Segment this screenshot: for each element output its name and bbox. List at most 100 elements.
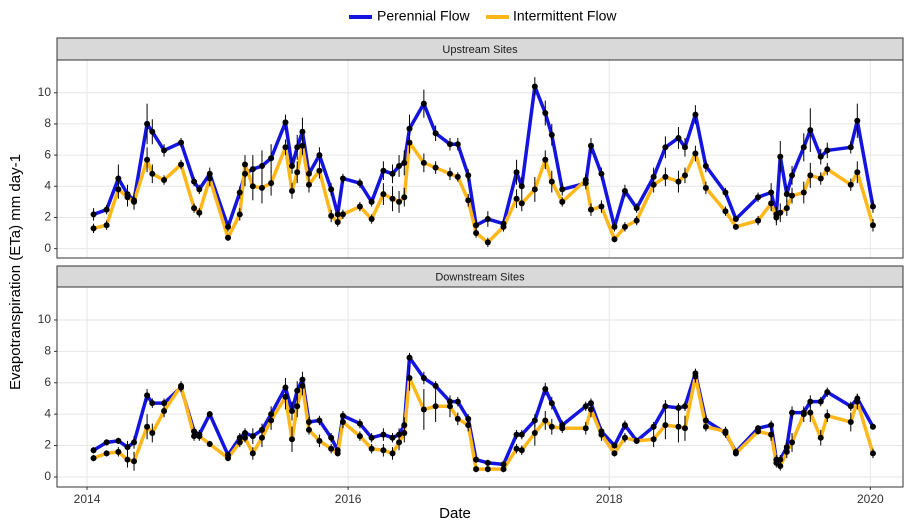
y-tick-label: 10 — [38, 85, 52, 99]
data-point — [800, 189, 807, 196]
data-point — [817, 175, 824, 182]
data-point — [103, 450, 110, 457]
data-point — [282, 144, 289, 151]
data-point — [789, 439, 796, 446]
data-point — [161, 147, 168, 154]
data-point — [316, 417, 323, 424]
data-point — [305, 170, 312, 177]
data-point — [356, 180, 363, 187]
data-point — [249, 433, 256, 440]
data-point — [587, 142, 594, 149]
data-point — [191, 433, 198, 440]
data-point — [191, 205, 198, 212]
data-point — [559, 425, 566, 432]
data-point — [289, 436, 295, 443]
data-point — [768, 431, 775, 438]
data-point — [854, 398, 861, 405]
data-point — [356, 203, 363, 210]
data-point — [513, 431, 520, 438]
data-point — [206, 411, 213, 418]
data-point — [305, 419, 312, 426]
data-point — [268, 155, 275, 162]
data-point — [396, 439, 403, 446]
data-point — [401, 159, 408, 166]
data-point — [420, 159, 427, 166]
legend-label: Intermittent Flow — [513, 8, 617, 24]
data-point — [299, 128, 306, 135]
data-point — [548, 131, 555, 138]
data-point — [847, 181, 854, 188]
data-point — [817, 434, 824, 441]
data-point — [692, 373, 699, 380]
data-point — [681, 144, 688, 151]
x-tick-label: 2014 — [74, 492, 101, 506]
data-point — [650, 423, 657, 430]
data-point — [473, 456, 480, 463]
data-point — [611, 223, 618, 230]
data-point — [582, 425, 589, 432]
data-point — [339, 175, 346, 182]
data-point — [328, 186, 335, 193]
data-point — [807, 127, 814, 134]
data-point — [789, 172, 796, 179]
data-point — [356, 420, 363, 427]
data-point — [465, 172, 472, 179]
data-point — [305, 426, 312, 433]
data-point — [783, 191, 790, 198]
data-point — [621, 434, 628, 441]
data-point — [90, 455, 97, 462]
data-point — [196, 186, 203, 193]
data-point — [513, 445, 520, 452]
data-point — [334, 219, 341, 226]
facet-title: Upstream Sites — [442, 44, 518, 56]
data-point — [869, 222, 876, 229]
data-point — [161, 400, 168, 407]
data-point — [432, 130, 439, 137]
data-point — [432, 382, 439, 389]
data-point — [144, 423, 151, 430]
data-point — [681, 172, 688, 179]
data-point — [675, 134, 682, 141]
data-point — [258, 163, 265, 170]
data-point — [542, 156, 549, 163]
data-point — [191, 178, 198, 185]
data-point — [817, 153, 824, 160]
data-point — [465, 422, 472, 429]
data-point — [633, 217, 640, 224]
data-point — [161, 408, 168, 415]
data-point — [611, 450, 618, 457]
data-point — [465, 197, 472, 204]
data-point — [598, 203, 605, 210]
data-point — [144, 120, 151, 127]
data-point — [268, 180, 275, 187]
data-point — [650, 181, 657, 188]
data-point — [131, 458, 138, 465]
y-tick-label: 0 — [44, 469, 51, 483]
data-point — [289, 408, 295, 415]
data-point — [542, 417, 549, 424]
data-point — [777, 209, 784, 216]
data-point — [777, 153, 784, 160]
data-point — [768, 189, 775, 196]
data-point — [268, 417, 275, 424]
data-point — [178, 382, 185, 389]
data-point — [702, 163, 709, 170]
data-point — [316, 167, 323, 174]
data-point — [103, 222, 110, 229]
data-point — [144, 392, 151, 399]
data-point — [548, 423, 555, 430]
data-point — [611, 442, 618, 449]
data-point — [420, 100, 427, 107]
data-point — [282, 393, 289, 400]
data-point — [124, 194, 131, 201]
data-point — [236, 211, 243, 218]
data-point — [675, 423, 682, 430]
data-point — [196, 433, 203, 440]
data-point — [587, 206, 594, 213]
data-point — [559, 198, 566, 205]
data-point — [847, 403, 854, 410]
data-point — [621, 223, 628, 230]
data-point — [732, 450, 739, 457]
data-point — [789, 192, 796, 199]
